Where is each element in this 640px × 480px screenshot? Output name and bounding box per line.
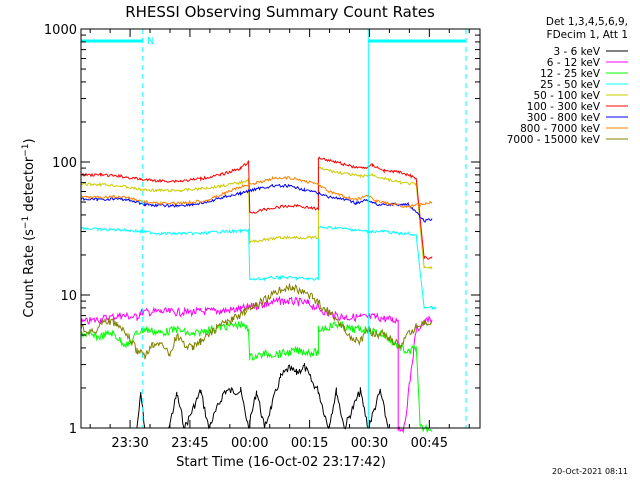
series-line-8: [80, 175, 433, 209]
x-axis-label: Start Time (16-Oct-02 23:17:42): [176, 455, 386, 470]
legend-header-line-1: Det 1,3,4,5,6,9,: [546, 16, 628, 28]
y-axis-label-sup-1: −1: [21, 216, 31, 229]
x-tick-label-3: 00:15: [291, 436, 328, 451]
y-axis-label-mid: detector: [22, 156, 37, 216]
plot-frame: [80, 28, 481, 429]
y-axis-label: Count Rate (s−1 detector−1): [21, 138, 37, 317]
legend-label-2: 6 - 12 keV: [547, 57, 601, 69]
x-tick-label-2: 00:00: [231, 436, 268, 451]
y-tick-label-3: 1000: [44, 23, 77, 38]
y-axis-label-main: Count Rate (s: [22, 229, 37, 318]
legend-label-3: 12 - 25 keV: [540, 68, 601, 80]
legend-label-4: 25 - 50 keV: [540, 79, 601, 91]
x-tick-label-4: 00:30: [351, 436, 388, 451]
tick-layer: 23:30 23:45 00:00 00:15 00:30 00:45 1 10 100 1000: [44, 23, 480, 451]
legend-label-5: 50 - 100 keV: [533, 90, 600, 102]
y-axis-label-end: ): [22, 138, 37, 143]
x-tick-label-0: 23:30: [111, 436, 148, 451]
series-layer: [80, 156, 437, 434]
x-tick-label-5: 00:45: [411, 436, 448, 451]
y-tick-label-1: 10: [60, 289, 77, 304]
series-line-7: [80, 183, 433, 223]
series-line-9: [80, 283, 433, 360]
legend-label-9: 7000 - 15000 keV: [507, 134, 601, 146]
series-line-1: [136, 363, 389, 430]
night-marker-label: N: [147, 36, 154, 47]
series-line-4: [80, 225, 437, 311]
legend-header-line-2: FDecim 1, Att 1: [547, 29, 628, 41]
x-tick-label-1: 23:45: [171, 436, 208, 451]
y-tick-label-0: 1: [69, 422, 77, 437]
legend: Det 1,3,4,5,6,9, FDecim 1, Att 1 3 - 6 k…: [507, 16, 628, 146]
legend-label-1: 3 - 6 keV: [553, 46, 600, 58]
legend-label-7: 300 - 800 keV: [527, 112, 601, 124]
y-axis-label-sup-2: −1: [21, 143, 31, 156]
chart-title: RHESSI Observing Summary Count Rates: [125, 3, 435, 21]
timestamp: 20-Oct-2021 08:11: [552, 467, 628, 476]
series-line-3: [80, 320, 433, 434]
series-line-6: [80, 156, 433, 261]
series-line-5: [80, 166, 433, 270]
legend-label-8: 800 - 7000 keV: [520, 123, 601, 135]
y-tick-label-2: 100: [52, 156, 77, 171]
legend-label-6: 100 - 300 keV: [527, 101, 601, 113]
